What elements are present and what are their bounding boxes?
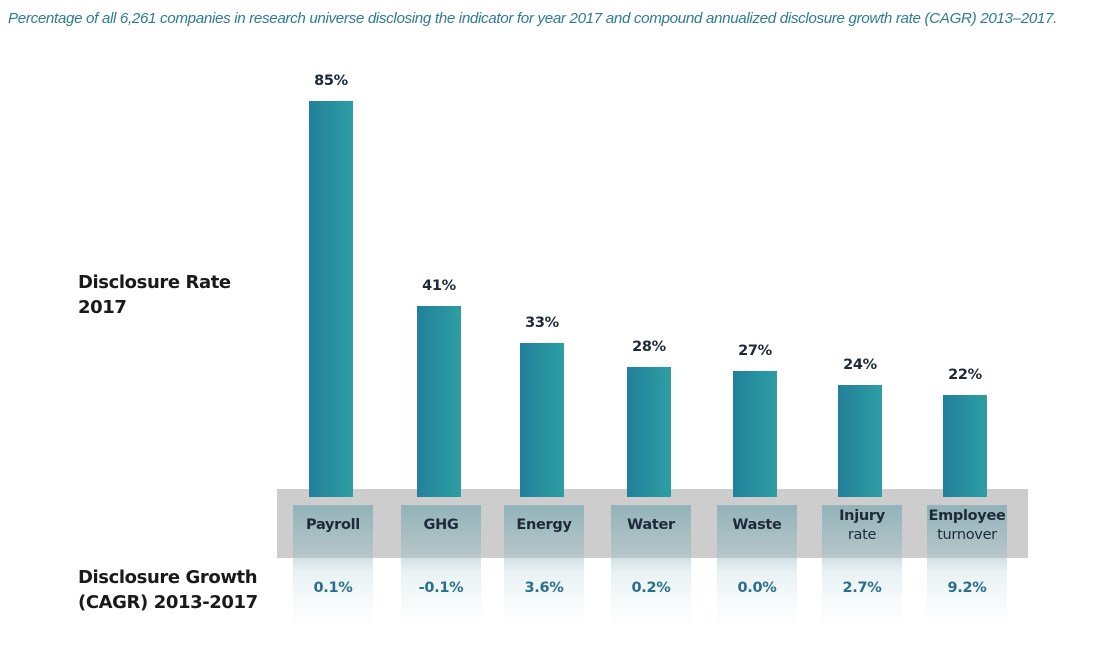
disclosure-rate-label: Disclosure Rate 2017 xyxy=(78,270,231,320)
category-label-line: Payroll xyxy=(306,517,360,533)
bar-injury-rate xyxy=(838,385,882,497)
growth-value-energy: 3.6% xyxy=(524,580,564,596)
growth-value-injury-rate: 2.7% xyxy=(842,580,882,596)
category-label-water: Water xyxy=(611,516,691,535)
category-label-line: Waste xyxy=(732,517,782,533)
chart-caption: Percentage of all 6,261 companies in res… xyxy=(8,10,1057,27)
category-panel-employee-turnover: Employee turnover 9.2% xyxy=(927,505,1007,627)
bar-waste xyxy=(733,371,777,497)
growth-value-employee-turnover: 9.2% xyxy=(947,580,987,596)
disclosure-rate-label-line-1: Disclosure Rate xyxy=(78,272,231,293)
category-panel-payroll: Payroll 0.1% xyxy=(293,505,373,627)
growth-value-water: 0.2% xyxy=(631,580,671,596)
bar-value-label-water: 28% xyxy=(632,338,666,355)
bar-value-label-employee-turnover: 22% xyxy=(948,366,982,383)
growth-value-payroll: 0.1% xyxy=(313,580,353,596)
disclosure-growth-label-line-1: Disclosure Growth xyxy=(78,567,258,588)
growth-value-ghg: -0.1% xyxy=(418,580,464,596)
category-label-ghg: GHG xyxy=(401,516,481,535)
category-label-line: turnover xyxy=(937,527,997,543)
disclosure-growth-label-line-2: (CAGR) 2013-2017 xyxy=(78,592,258,613)
bar-value-label-payroll: 85% xyxy=(314,73,348,89)
category-label-line: GHG xyxy=(423,517,459,533)
bar-energy xyxy=(520,343,564,497)
category-label-energy: Energy xyxy=(504,516,584,535)
category-panel-ghg: GHG -0.1% xyxy=(401,505,481,627)
disclosure-growth-label: Disclosure Growth (CAGR) 2013-2017 xyxy=(78,565,258,615)
category-panel-energy: Energy 3.6% xyxy=(504,505,584,627)
category-label-line: rate xyxy=(847,527,877,543)
category-panel-injury-rate: Injury rate 2.7% xyxy=(822,505,902,627)
category-label-injury-rate: Injury rate xyxy=(822,507,902,545)
category-panel-waste: Waste 0.0% xyxy=(717,505,797,627)
bar-value-label-ghg: 41% xyxy=(422,277,456,294)
category-label-employee-turnover: Employee turnover xyxy=(927,507,1007,545)
category-label-payroll: Payroll xyxy=(293,516,373,535)
bar-value-label-energy: 33% xyxy=(525,315,559,332)
category-panel-water: Water 0.2% xyxy=(611,505,691,627)
category-label-line: Employee xyxy=(928,508,1006,524)
growth-value-waste: 0.0% xyxy=(737,580,777,596)
category-label-line: Energy xyxy=(516,517,572,533)
bar-ghg xyxy=(417,305,461,497)
bar-employee-turnover xyxy=(943,394,987,497)
bar-value-label-injury-rate: 24% xyxy=(843,357,877,374)
bar-payroll xyxy=(309,101,353,497)
bar-value-label-waste: 27% xyxy=(738,343,772,360)
category-label-line: Water xyxy=(627,517,675,533)
category-label-waste: Waste xyxy=(717,516,797,535)
category-label-line: Injury xyxy=(839,508,885,524)
bar-water xyxy=(627,366,671,497)
disclosure-rate-label-line-2: 2017 xyxy=(78,297,127,318)
